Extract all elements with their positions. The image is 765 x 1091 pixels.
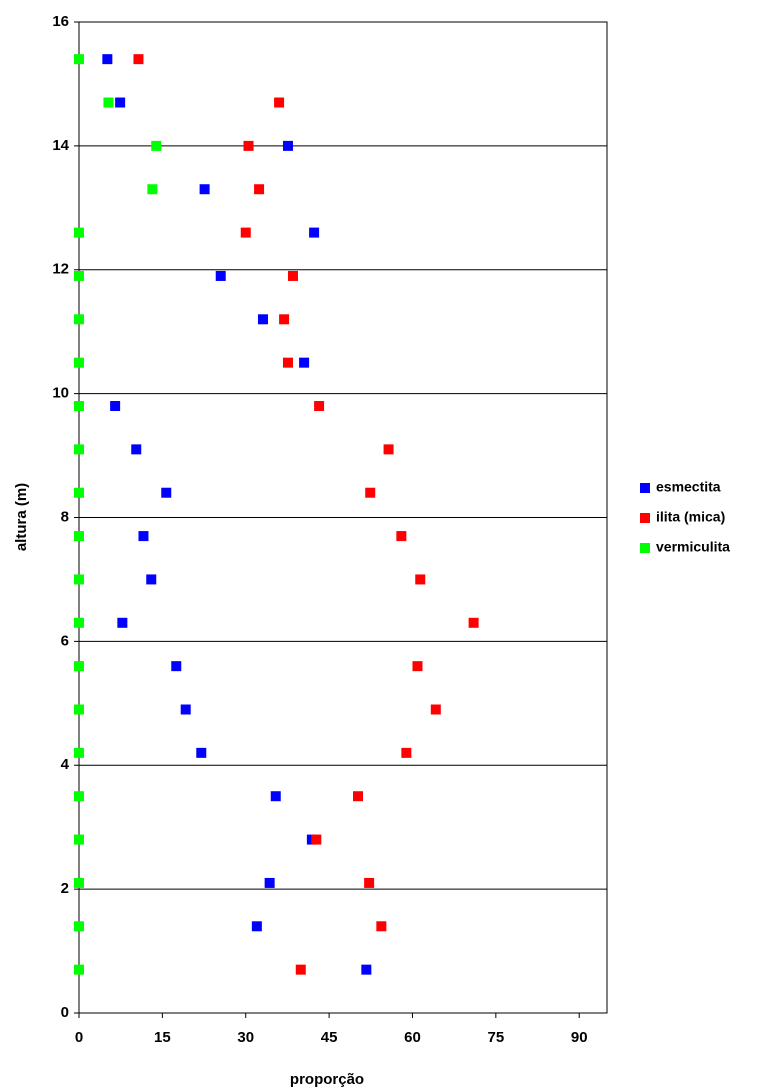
marker [110,401,121,412]
marker [430,704,441,715]
x-tick-label: 45 [321,1029,338,1046]
x-tick-label: 90 [571,1029,588,1046]
marker [282,140,293,151]
marker [264,877,275,888]
marker [196,747,207,758]
y-tick-label: 6 [61,632,69,649]
marker [147,184,158,195]
y-tick-label: 8 [61,508,69,525]
marker [243,140,254,151]
marker [74,531,84,542]
marker [74,227,84,238]
marker [240,227,251,238]
marker [74,314,84,325]
y-tick-label: 2 [61,880,69,897]
marker [180,704,191,715]
marker [74,704,84,715]
y-tick-label: 10 [52,385,69,402]
marker [74,574,84,585]
marker [364,877,375,888]
marker [468,617,479,628]
marker [138,531,149,542]
marker [74,791,84,802]
marker [254,184,265,195]
x-tick-label: 60 [404,1029,421,1046]
marker [274,97,285,108]
marker [171,661,182,672]
x-tick-label: 0 [75,1029,83,1046]
marker [412,661,423,672]
marker [287,270,298,281]
marker [309,227,320,238]
legend-swatch [640,513,650,523]
marker [396,531,407,542]
marker [311,834,322,845]
marker [103,97,114,108]
marker [74,270,84,281]
marker [74,54,84,65]
y-axis-title: altura (m) [13,483,30,551]
marker [161,487,172,498]
y-tick-label: 16 [52,13,69,30]
marker [74,617,84,628]
marker [295,964,306,975]
marker [383,444,394,455]
y-tick-label: 12 [52,261,69,278]
marker [282,357,293,368]
x-axis-title: proporção [290,1071,364,1088]
marker [251,921,262,932]
marker [117,617,128,628]
marker [299,357,310,368]
y-tick-label: 4 [61,756,70,773]
marker [314,401,325,412]
marker [361,964,372,975]
marker [74,487,84,498]
marker [74,357,84,368]
marker [115,97,126,108]
marker [365,487,376,498]
marker [353,791,364,802]
marker [270,791,281,802]
marker [74,661,84,672]
marker [102,54,113,65]
legend-label: vermiculita [656,539,730,555]
marker [199,184,210,195]
legend-swatch [640,483,650,493]
y-tick-label: 0 [61,1004,69,1021]
marker [279,314,290,325]
marker [146,574,157,585]
marker [74,747,84,758]
marker [74,444,84,455]
marker [74,964,84,975]
marker [151,140,162,151]
x-tick-label: 15 [154,1029,171,1046]
marker [74,834,84,845]
marker [415,574,426,585]
legend-label: esmectita [656,479,721,495]
marker [376,921,387,932]
marker [74,401,84,412]
x-tick-label: 30 [237,1029,254,1046]
marker [131,444,142,455]
marker [401,747,412,758]
marker [74,877,84,888]
y-tick-label: 14 [52,137,69,154]
marker [257,314,268,325]
marker [133,54,144,65]
marker [215,270,226,281]
legend-label: ilita (mica) [656,509,725,525]
x-tick-label: 75 [487,1029,504,1046]
marker [74,921,84,932]
legend-swatch [640,543,650,553]
